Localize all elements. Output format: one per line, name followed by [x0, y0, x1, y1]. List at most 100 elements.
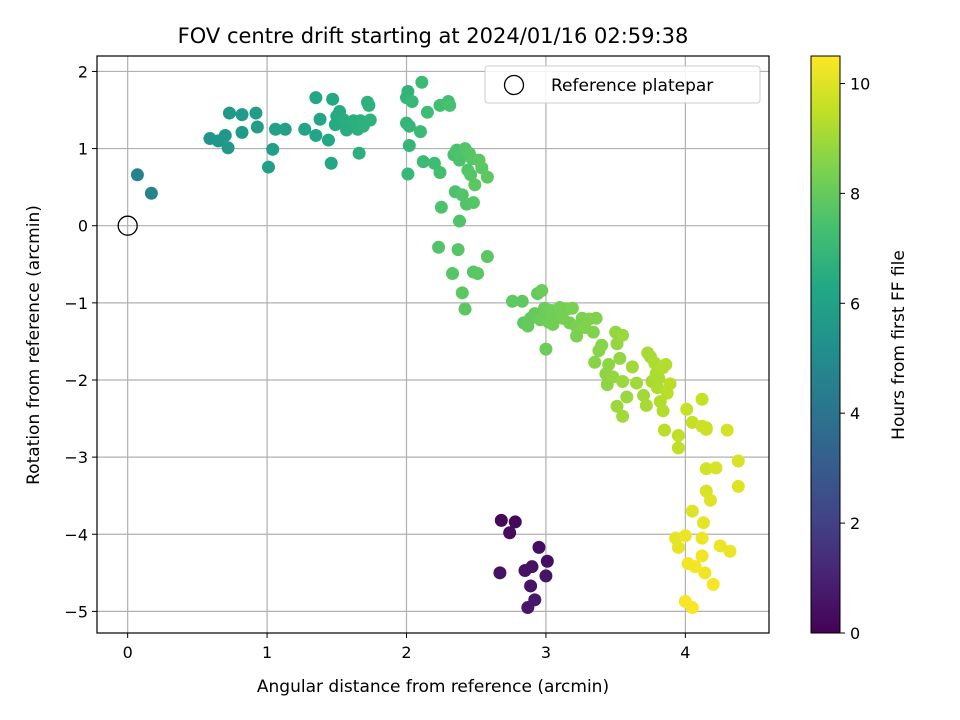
data-point: [616, 375, 630, 389]
data-point: [586, 325, 600, 339]
data-point: [278, 122, 292, 136]
data-point: [402, 138, 416, 152]
plot-frame: [96, 55, 770, 634]
data-point: [539, 342, 553, 356]
data-point: [363, 113, 377, 127]
data-point: [401, 84, 415, 98]
data-point: [637, 388, 651, 402]
colorbar-gradient: [810, 55, 841, 634]
colorbar-tick-label: 6: [850, 294, 860, 313]
data-point: [321, 133, 335, 147]
data-point: [266, 142, 280, 156]
y-tick-label: −1: [64, 294, 88, 313]
data-point: [144, 186, 158, 200]
data-point: [235, 125, 249, 139]
data-point: [723, 544, 737, 558]
data-point: [468, 178, 482, 192]
colorbar: 0 2 4 6 8 10 Hours from first FF file: [810, 55, 909, 643]
data-point: [535, 284, 549, 298]
data-point: [652, 371, 666, 385]
legend: Reference platepar: [484, 65, 761, 104]
data-points: [130, 75, 745, 615]
data-point: [298, 122, 312, 136]
data-point: [309, 91, 323, 105]
data-point: [570, 329, 584, 343]
data-point: [688, 560, 702, 574]
data-point: [432, 240, 446, 254]
data-point: [249, 106, 263, 120]
data-point: [235, 108, 249, 122]
data-point: [434, 200, 448, 214]
data-point: [503, 526, 517, 540]
data-point: [420, 105, 434, 119]
data-point: [695, 531, 709, 545]
data-point: [130, 168, 144, 182]
data-point: [326, 92, 340, 106]
data-point: [464, 168, 478, 182]
data-point: [731, 479, 745, 493]
data-point: [671, 540, 685, 554]
data-point: [613, 351, 627, 365]
data-point: [731, 454, 745, 468]
data-point: [671, 441, 685, 455]
data-point: [452, 214, 466, 228]
data-point: [471, 267, 485, 281]
x-tick-label: 3: [541, 643, 551, 662]
data-point: [352, 146, 366, 160]
data-point: [250, 120, 264, 134]
data-point: [695, 549, 709, 563]
colorbar-label: Hours from first FF file: [889, 250, 909, 440]
data-point: [699, 462, 713, 476]
data-point: [480, 170, 494, 184]
data-point: [452, 153, 466, 167]
x-axis-ticks: 0 1 2 3 4: [123, 633, 690, 662]
data-point: [616, 409, 630, 423]
data-point: [695, 392, 709, 406]
data-point: [696, 516, 710, 530]
legend-box: [484, 65, 761, 104]
data-point: [720, 423, 734, 437]
data-point: [405, 95, 419, 109]
data-point: [699, 421, 713, 435]
data-point: [362, 98, 376, 112]
data-point: [610, 399, 624, 413]
data-point: [451, 243, 465, 257]
data-point: [494, 513, 508, 527]
data-point: [602, 358, 616, 372]
data-point: [685, 415, 699, 429]
data-point: [433, 165, 447, 179]
data-point: [524, 579, 538, 593]
legend-marker-icon: [503, 74, 525, 96]
data-point: [505, 294, 519, 308]
colorbar-tick-label: 8: [850, 184, 860, 203]
grid-lines: [97, 56, 769, 633]
data-point: [703, 493, 717, 507]
data-point: [595, 338, 609, 352]
data-point: [659, 358, 673, 372]
data-point: [222, 106, 236, 120]
data-point: [401, 167, 415, 181]
data-point: [706, 577, 720, 591]
x-tick-label: 1: [262, 643, 272, 662]
data-point: [606, 370, 620, 384]
legend-label: Reference platepar: [551, 76, 713, 96]
data-point: [458, 302, 472, 316]
data-point: [402, 119, 416, 133]
data-point: [709, 461, 723, 475]
reference-marker: [117, 215, 138, 236]
y-tick-label: 2: [78, 62, 88, 81]
data-point: [218, 128, 232, 142]
data-point: [565, 301, 579, 315]
data-point: [616, 328, 630, 342]
data-point: [680, 402, 694, 416]
data-point: [413, 125, 427, 139]
data-point: [589, 311, 603, 325]
reference-marker-group: [117, 215, 138, 236]
data-point: [656, 404, 670, 418]
data-point: [657, 423, 671, 437]
y-tick-label: −2: [64, 371, 88, 390]
data-point: [221, 141, 235, 155]
data-point: [625, 360, 639, 374]
x-tick-label: 0: [123, 643, 133, 662]
